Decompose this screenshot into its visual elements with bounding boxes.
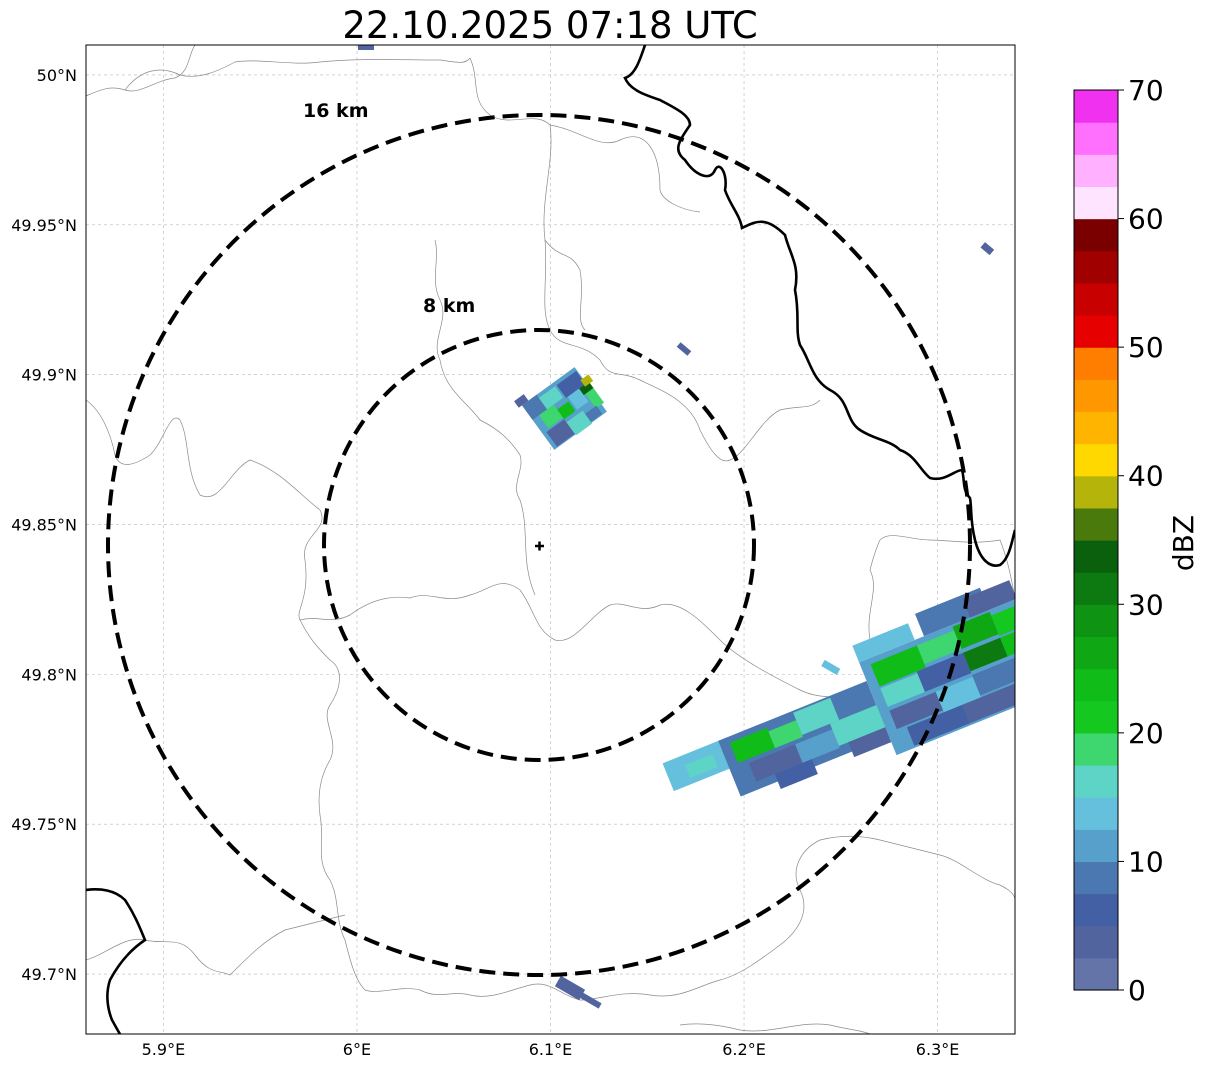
colorbar-segment [1074, 186, 1118, 220]
border-line [879, 535, 1015, 601]
map-title: 22.10.2025 07:18 UTC [342, 4, 757, 47]
colorbar-segment [1074, 154, 1118, 188]
axis-ticks: 5.9°E 6°E 6.1°E 6.2°E 6.3°E 50°N 49.95°N 49.9°N… [11, 66, 959, 1059]
colorbar-segment [1074, 925, 1118, 959]
radar-echoes [358, 45, 1015, 1009]
colorbar-tick-label: 70 [1128, 74, 1164, 107]
lat-tick-label: 49.75°N [11, 815, 77, 834]
border-line [679, 1023, 871, 1034]
echo-speck [821, 659, 841, 675]
colorbar-segment [1074, 732, 1118, 766]
range-ring-8km-label: 8 km [423, 295, 475, 317]
radar-site-marker [535, 541, 544, 551]
echo-band-southeast [662, 580, 1015, 797]
lat-tick-label: 49.85°N [11, 516, 77, 535]
colorbar-segment [1074, 829, 1118, 863]
colorbar-tick-label: 60 [1128, 203, 1164, 236]
colorbar-ticks: 0 10 20 30 40 50 60 70 [1118, 74, 1164, 1007]
colorbar-segment [1074, 379, 1118, 413]
country-border [86, 888, 147, 1034]
range-rings [106, 113, 972, 977]
colorbar-segment [1074, 90, 1118, 123]
range-ring-8km [322, 328, 756, 762]
border-line [299, 619, 471, 996]
lon-tick-label: 6.2°E [722, 1040, 766, 1059]
colorbar-segment [1074, 218, 1118, 252]
colorbar-tick-label: 0 [1128, 974, 1146, 1007]
colorbar-segment [1074, 411, 1118, 445]
colorbar-title: dBZ [1167, 515, 1200, 571]
colorbar-tick-label: 40 [1128, 460, 1164, 493]
echo-speck [358, 45, 374, 50]
colorbar-segment [1074, 861, 1118, 895]
border-line [469, 835, 1015, 1001]
colorbar-segments [1074, 90, 1118, 991]
colorbar-segment [1074, 700, 1118, 734]
colorbar-tick-label: 20 [1128, 717, 1164, 750]
colorbar-tick-label: 10 [1128, 845, 1164, 878]
range-ring-16km [106, 113, 972, 977]
colorbar-segment [1074, 122, 1118, 155]
colorbar-segment [1074, 797, 1118, 830]
echo-speck [574, 989, 602, 1009]
colorbar: 0 10 20 30 40 50 60 70 dBZ [1073, 74, 1200, 1007]
colorbar-frame [1073, 89, 1119, 991]
border-line [124, 57, 471, 91]
border-line [86, 914, 346, 976]
colorbar-tick-label: 50 [1128, 331, 1164, 364]
colorbar-segment [1074, 347, 1118, 380]
echo-speck [676, 342, 692, 356]
gridlines [86, 45, 1015, 1034]
lon-tick-label: 6.3°E [916, 1040, 960, 1059]
colorbar-segment [1074, 765, 1118, 798]
colorbar-segment [1074, 443, 1118, 477]
border-line [544, 239, 586, 331]
lat-tick-label: 49.7°N [21, 965, 77, 984]
colorbar-segment [1074, 636, 1118, 670]
border-line [469, 57, 821, 462]
lat-tick-label: 49.95°N [11, 216, 77, 235]
colorbar-segment [1074, 475, 1118, 509]
colorbar-segment [1074, 315, 1118, 348]
lat-tick-label: 49.8°N [21, 665, 77, 684]
map-frame [85, 44, 1016, 1035]
lon-tick-label: 6°E [343, 1040, 371, 1059]
colorbar-tick-label: 30 [1128, 588, 1164, 621]
colorbar-segment [1074, 540, 1118, 573]
map-panel: 16 km 8 km [85, 44, 1016, 1035]
colorbar-segment [1074, 893, 1118, 927]
echo-cell-north [514, 367, 607, 450]
lat-tick-label: 50°N [37, 66, 77, 85]
echo-speck [980, 242, 995, 256]
colorbar-segment [1074, 668, 1118, 702]
municipal-borders [86, 45, 1015, 1034]
border-line [86, 399, 861, 701]
lat-tick-label: 49.9°N [21, 366, 77, 385]
colorbar-segment [1074, 957, 1118, 991]
colorbar-segment [1074, 250, 1118, 284]
border-line [549, 124, 701, 213]
range-ring-16km-label: 16 km [303, 100, 369, 122]
border-line [86, 45, 196, 97]
colorbar-segment [1074, 572, 1118, 605]
border-line [434, 239, 536, 596]
colorbar-segment [1074, 282, 1118, 316]
lon-tick-label: 6.1°E [529, 1040, 573, 1059]
colorbar-segment [1074, 507, 1118, 541]
lon-tick-label: 5.9°E [142, 1040, 186, 1059]
colorbar-segment [1074, 604, 1118, 638]
